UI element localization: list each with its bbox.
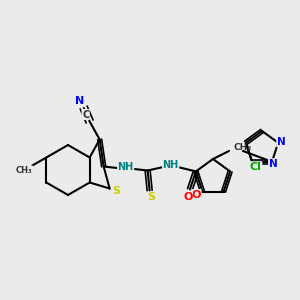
Text: NH: NH — [118, 161, 134, 172]
Text: CH₂: CH₂ — [234, 143, 252, 152]
Text: O: O — [192, 190, 201, 200]
Text: S: S — [148, 193, 156, 202]
Text: NH: NH — [163, 160, 179, 170]
Text: CH₃: CH₃ — [16, 166, 33, 175]
Text: C: C — [82, 110, 89, 119]
Text: Cl: Cl — [250, 162, 262, 172]
Text: N: N — [277, 137, 286, 147]
Text: O: O — [183, 192, 193, 203]
Text: S: S — [113, 185, 121, 196]
Text: N: N — [75, 97, 84, 106]
Text: N: N — [268, 159, 278, 169]
